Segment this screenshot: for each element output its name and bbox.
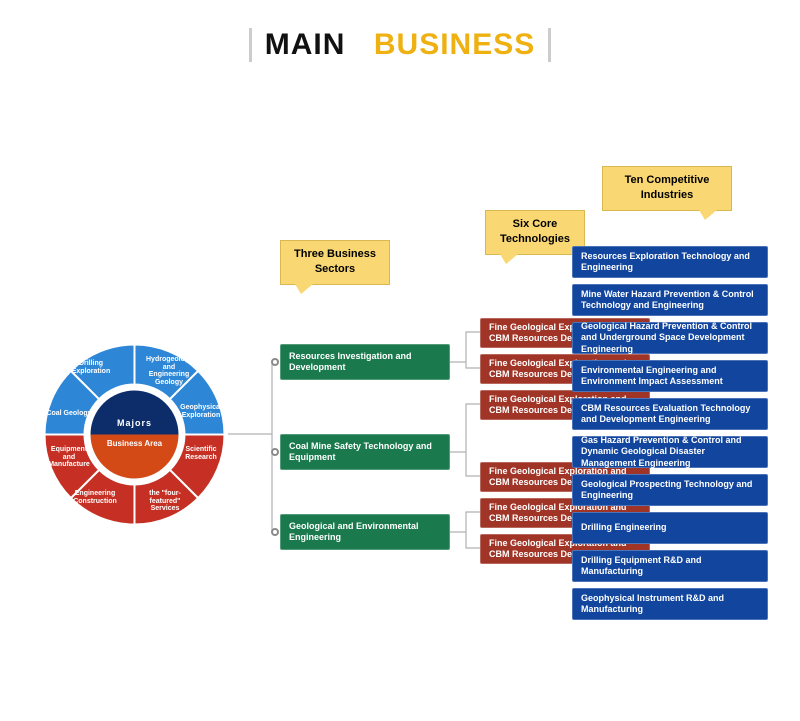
sector-1: Coal Mine Safety Technology and Equipmen… <box>280 434 450 470</box>
industry-0: Resources Exploration Technology and Eng… <box>572 246 768 278</box>
seg-top-0: Coal Geology <box>46 410 92 418</box>
title-divider-right <box>548 28 551 62</box>
seg-top-1: Drilling Exploration <box>68 360 114 375</box>
title-sub: BUSINESS <box>374 28 535 62</box>
industry-2: Geological Hazard Prevention & Control a… <box>572 322 768 354</box>
industry-8: Drilling Equipment R&D and Manufacturing <box>572 550 768 582</box>
donut-chart: Majors Business Area Coal Geology Drilli… <box>42 342 227 527</box>
seg-bot-1: Engineering Construction <box>72 490 118 505</box>
svg-text:Majors: Majors <box>117 418 152 428</box>
industry-9: Geophysical Instrument R&D and Manufactu… <box>572 588 768 620</box>
seg-bot-2: the "four-featured" Services <box>142 490 188 513</box>
industry-4: CBM Resources Evaluation Technology and … <box>572 398 768 430</box>
callout-techs: Six Core Technologies <box>485 210 585 255</box>
industry-6: Geological Prospecting Technology and En… <box>572 474 768 506</box>
title-divider-left <box>249 28 252 62</box>
node <box>271 358 279 366</box>
seg-top-2: Hydrogeology and Engineering Geology <box>146 356 192 387</box>
industry-3: Environmental Engineering and Environmen… <box>572 360 768 392</box>
svg-text:Business Area: Business Area <box>107 439 163 448</box>
industry-5: Gas Hazard Prevention & Control and Dyna… <box>572 436 768 468</box>
industry-1: Mine Water Hazard Prevention & Control T… <box>572 284 768 316</box>
sector-2: Geological and Environmental Engineering <box>280 514 450 550</box>
sector-0: Resources Investigation and Development <box>280 344 450 380</box>
node <box>271 448 279 456</box>
callout-industries: Ten Competitive Industries <box>602 166 732 211</box>
node <box>271 528 279 536</box>
seg-bot-0: Equipment and Manufacture <box>46 446 92 469</box>
industry-7: Drilling Engineering <box>572 512 768 544</box>
seg-bot-3: Scientific Research <box>178 446 224 461</box>
page-title: MAIN BUSINESS <box>0 0 800 62</box>
title-main: MAIN <box>265 28 346 62</box>
seg-top-3: Geophysical Exploration <box>178 404 224 419</box>
callout-sectors: Three Business Sectors <box>280 240 390 285</box>
